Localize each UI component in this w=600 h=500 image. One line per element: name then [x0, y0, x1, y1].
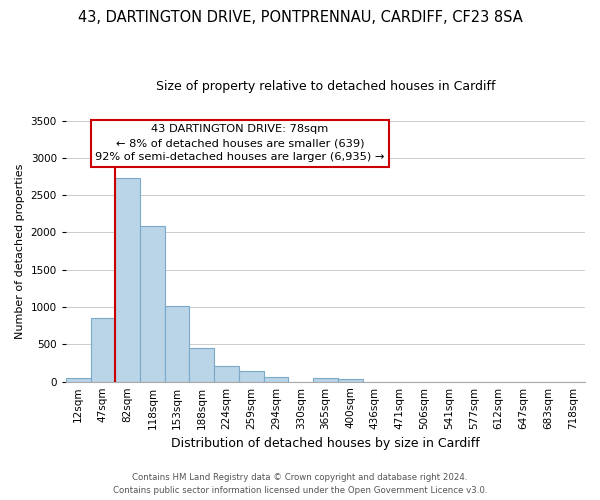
- Bar: [263, 377, 289, 382]
- Text: 43 DARTINGTON DRIVE: 78sqm
← 8% of detached houses are smaller (639)
92% of semi: 43 DARTINGTON DRIVE: 78sqm ← 8% of detac…: [95, 124, 385, 162]
- Bar: [190, 348, 214, 382]
- Bar: [239, 370, 263, 382]
- Bar: [338, 380, 362, 382]
- X-axis label: Distribution of detached houses by size in Cardiff: Distribution of detached houses by size …: [171, 437, 480, 450]
- Text: Contains HM Land Registry data © Crown copyright and database right 2024.
Contai: Contains HM Land Registry data © Crown c…: [113, 474, 487, 495]
- Bar: [214, 366, 239, 382]
- Y-axis label: Number of detached properties: Number of detached properties: [15, 164, 25, 339]
- Text: 43, DARTINGTON DRIVE, PONTPRENNAU, CARDIFF, CF23 8SA: 43, DARTINGTON DRIVE, PONTPRENNAU, CARDI…: [77, 10, 523, 25]
- Bar: [66, 378, 91, 382]
- Bar: [313, 378, 338, 382]
- Title: Size of property relative to detached houses in Cardiff: Size of property relative to detached ho…: [155, 80, 495, 93]
- Bar: [165, 306, 190, 382]
- Bar: [115, 178, 140, 382]
- Bar: [91, 318, 115, 382]
- Bar: [140, 226, 165, 382]
